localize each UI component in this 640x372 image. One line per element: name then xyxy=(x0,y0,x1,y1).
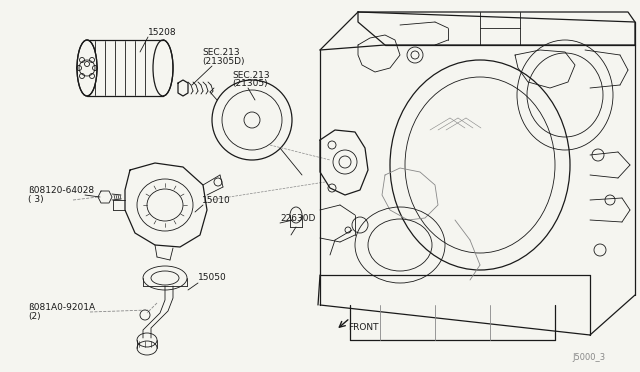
Text: 15208: 15208 xyxy=(148,28,177,36)
Text: (21305): (21305) xyxy=(232,78,268,87)
Text: FRONT: FRONT xyxy=(348,324,378,333)
Text: 15010: 15010 xyxy=(202,196,231,205)
Text: ß081A0-9201A: ß081A0-9201A xyxy=(28,304,95,312)
Text: ( 3): ( 3) xyxy=(28,195,44,203)
Text: ß08120-64028: ß08120-64028 xyxy=(28,186,94,195)
Ellipse shape xyxy=(77,40,97,96)
Text: SEC.213: SEC.213 xyxy=(202,48,239,57)
Text: J5000_3: J5000_3 xyxy=(572,353,605,362)
Text: SEC.213: SEC.213 xyxy=(232,71,269,80)
Text: (2): (2) xyxy=(28,312,40,321)
Text: 15050: 15050 xyxy=(198,273,227,282)
Text: (21305D): (21305D) xyxy=(202,57,244,65)
Text: 22630D: 22630D xyxy=(280,214,316,222)
Ellipse shape xyxy=(153,40,173,96)
